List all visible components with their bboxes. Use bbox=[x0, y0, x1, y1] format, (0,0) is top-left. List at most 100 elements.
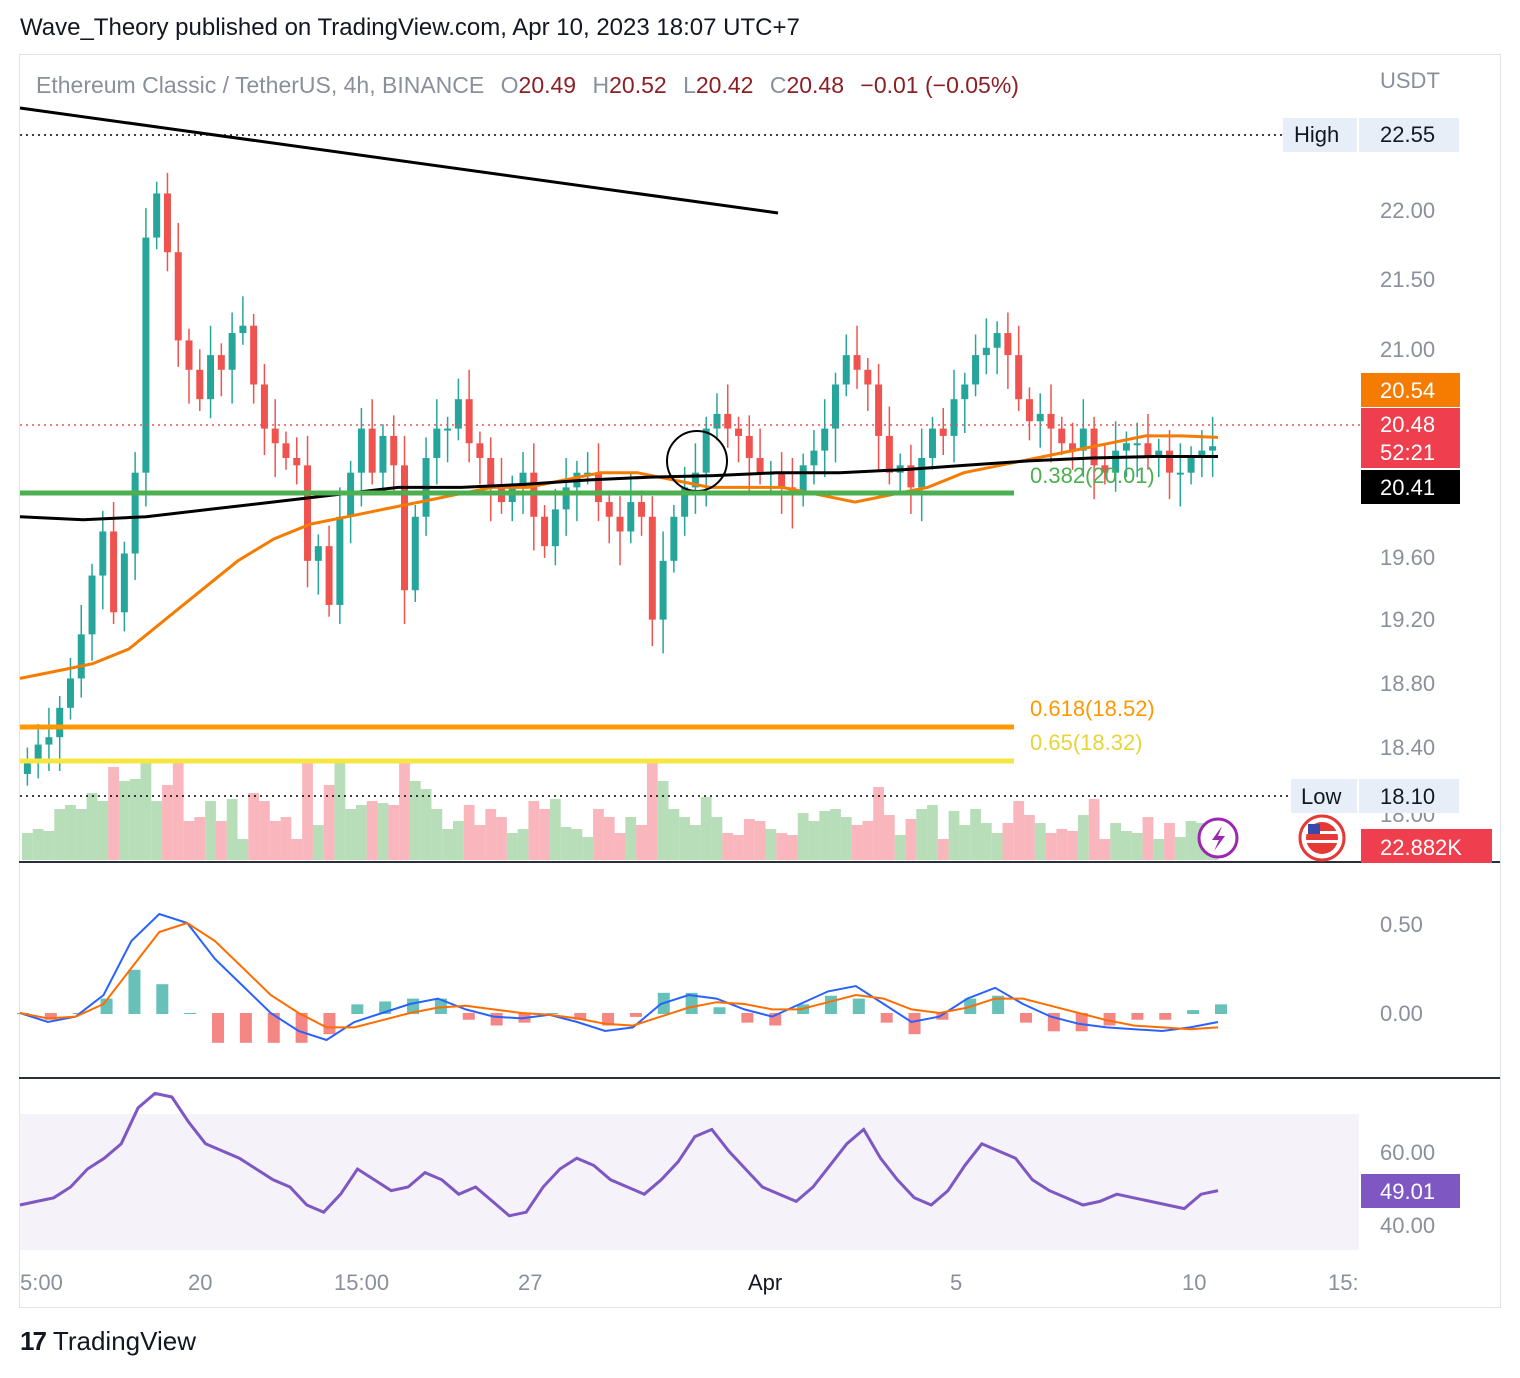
volume-bar bbox=[356, 805, 367, 860]
volume-bar bbox=[636, 825, 647, 860]
macd-histogram-bar bbox=[936, 1013, 949, 1020]
candle-body bbox=[131, 472, 139, 554]
low-value: 18.10 bbox=[1380, 784, 1435, 809]
volume-bar bbox=[1067, 831, 1078, 860]
candle-body bbox=[110, 531, 118, 613]
candle-body bbox=[799, 465, 807, 495]
candle-body bbox=[541, 516, 549, 547]
close-value: 20.48 bbox=[786, 72, 844, 98]
candle-body bbox=[551, 509, 559, 547]
volume-bar bbox=[140, 760, 152, 860]
candle-body bbox=[465, 399, 473, 444]
volume-bar bbox=[528, 801, 540, 860]
volume-bar bbox=[830, 809, 841, 860]
volume-bar bbox=[302, 763, 313, 860]
volume-bar bbox=[485, 809, 497, 860]
close-label: C bbox=[769, 72, 787, 98]
candle-body bbox=[1166, 450, 1174, 473]
candle-body bbox=[1036, 413, 1044, 422]
macd-histogram-bar bbox=[462, 1013, 475, 1020]
candle-body bbox=[756, 457, 764, 473]
volume-bar bbox=[754, 821, 766, 860]
macd-histogram-bar bbox=[546, 1013, 559, 1014]
volume-bar bbox=[205, 801, 216, 860]
volume-bar bbox=[312, 825, 324, 860]
change-value: −0.01 (−0.05%) bbox=[860, 72, 1019, 98]
macd-histogram-bar bbox=[713, 1007, 726, 1014]
volume-bar bbox=[700, 797, 712, 860]
symbol-legend[interactable]: Ethereum Classic / TetherUS, 4h, BINANCE… bbox=[36, 72, 1019, 99]
candle-body bbox=[1122, 443, 1130, 451]
volume-bar bbox=[409, 781, 421, 860]
volume-bar bbox=[32, 829, 44, 860]
volume-value: 22.882K bbox=[1380, 835, 1462, 860]
macd-histogram-bar bbox=[1103, 1013, 1116, 1026]
lightning-icon[interactable] bbox=[1197, 817, 1239, 859]
trendline bbox=[19, 106, 779, 215]
candle-body bbox=[1025, 399, 1033, 422]
macd-histogram-bar bbox=[1131, 1013, 1144, 1020]
high-value-badge bbox=[1359, 118, 1459, 152]
rsi-line bbox=[19, 1091, 1219, 1218]
volume-bar bbox=[194, 817, 206, 860]
candle-body bbox=[260, 384, 268, 429]
candle-body bbox=[304, 465, 312, 561]
ema-orange-badge bbox=[1361, 373, 1460, 407]
time-tick: 15:00 bbox=[334, 1270, 389, 1295]
volume-bar bbox=[237, 839, 249, 860]
volume-bar bbox=[474, 825, 486, 860]
candle-body bbox=[99, 531, 107, 576]
candle-body bbox=[207, 355, 215, 400]
price-tick: 19.20 bbox=[1380, 607, 1435, 632]
us-flag-icon[interactable] bbox=[1298, 814, 1346, 862]
volume-bar bbox=[657, 781, 669, 860]
ema-black-badge bbox=[1361, 470, 1460, 504]
candle-body bbox=[778, 472, 786, 488]
candle-body bbox=[77, 634, 85, 679]
candle-body bbox=[519, 472, 527, 488]
volume-bar bbox=[1099, 839, 1111, 860]
volume-bar bbox=[1185, 821, 1197, 860]
candle-body bbox=[293, 457, 301, 466]
open-label: O bbox=[500, 72, 519, 98]
candle-body bbox=[950, 399, 958, 436]
candle-body bbox=[928, 428, 936, 458]
candle-body bbox=[433, 428, 441, 458]
candle-body bbox=[821, 428, 829, 451]
volume-bar bbox=[819, 811, 831, 860]
macd-histogram-bar bbox=[490, 1013, 503, 1026]
candle-body bbox=[659, 560, 667, 620]
low-badge-label: Low bbox=[1301, 784, 1341, 809]
time-tick: 5:00 bbox=[20, 1270, 63, 1295]
candle-body bbox=[142, 237, 150, 473]
candle-body bbox=[250, 325, 258, 385]
macd-histogram-bar bbox=[239, 1013, 252, 1043]
chart-frame[interactable] bbox=[19, 54, 1501, 1308]
candle-body bbox=[648, 516, 656, 620]
footer[interactable]: 17 TradingView bbox=[20, 1326, 196, 1357]
candle-body bbox=[444, 428, 452, 431]
volume-bar bbox=[1045, 833, 1057, 860]
candle-body bbox=[831, 384, 839, 429]
candle-body bbox=[1015, 355, 1023, 400]
candle-body bbox=[1133, 443, 1141, 446]
volume-bar bbox=[1110, 823, 1122, 860]
candle-body bbox=[681, 487, 689, 517]
macd-histogram-bar bbox=[267, 1013, 280, 1043]
last-price-badge bbox=[1361, 408, 1460, 468]
candle-body bbox=[336, 516, 344, 605]
volume-bar bbox=[743, 819, 755, 860]
volume-bar bbox=[1077, 815, 1089, 860]
candle-body bbox=[735, 428, 743, 436]
price-tick: 18.80 bbox=[1380, 671, 1435, 696]
volume-bar bbox=[496, 817, 507, 860]
volume-bar bbox=[43, 831, 55, 860]
candle-body bbox=[993, 333, 1001, 348]
time-tick: Apr bbox=[748, 1270, 782, 1295]
last-price-value: 20.48 bbox=[1380, 412, 1435, 437]
volume-bar bbox=[183, 821, 195, 860]
macd-histogram-bar bbox=[128, 969, 141, 1014]
volume-bar bbox=[1013, 801, 1025, 860]
rsi-band bbox=[19, 1114, 1359, 1250]
